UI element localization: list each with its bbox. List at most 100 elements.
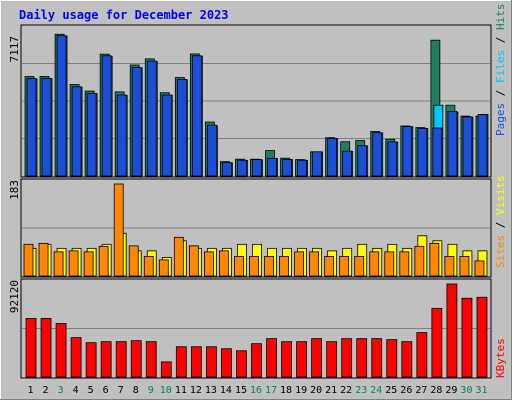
- sites-bar-day-12: [188, 245, 199, 277]
- x-label-day-4: 4: [73, 385, 79, 396]
- legend-pages: Pages: [494, 103, 507, 136]
- kbytes-bar-day-19: [296, 341, 307, 378]
- pages-bar-day-17: [267, 157, 277, 177]
- pages-bar-day-1: [26, 78, 37, 177]
- pages-bar-day-29: [447, 110, 458, 177]
- kbytes-bar-day-10: [160, 361, 172, 378]
- x-label-day-29: 29: [445, 385, 457, 396]
- x-label-day-1: 1: [28, 385, 34, 396]
- x-label-day-10: 10: [160, 385, 172, 396]
- hits-bars: [22, 33, 490, 177]
- pages-bar-day-4: [71, 86, 82, 177]
- pages-bar-day-10: [161, 94, 172, 177]
- pages-bar-day-9: [146, 60, 157, 177]
- kbytes-bar-day-4: [70, 337, 82, 378]
- x-label-day-2: 2: [43, 385, 49, 396]
- pages-bar-day-28: [432, 127, 443, 177]
- kbytes-bar-day-23: [356, 338, 368, 378]
- kbytes-ymax-label: 92120: [8, 280, 21, 313]
- sites-bar-day-8: [128, 245, 139, 277]
- x-label-day-12: 12: [190, 385, 202, 396]
- x-label-day-17: 17: [265, 385, 277, 396]
- sites-bar-day-20: [309, 251, 320, 277]
- kbytes-bar-day-16: [251, 343, 262, 378]
- x-label-day-22: 22: [340, 385, 352, 396]
- kbytes-bar-day-20: [311, 338, 323, 378]
- sites-bar-day-6: [98, 245, 109, 277]
- x-label-day-6: 6: [103, 385, 109, 396]
- pages-bar-day-3: [56, 35, 67, 177]
- x-label-day-27: 27: [415, 385, 427, 396]
- sites-bar-day-27: [414, 245, 425, 277]
- sites-bar-day-9: [143, 255, 154, 277]
- chart-title: Daily usage for December 2023: [19, 8, 229, 22]
- hits-legend: Pages / Files / Hits: [494, 4, 507, 137]
- x-label-day-30: 30: [460, 385, 472, 396]
- kbytes-bar-day-25: [386, 339, 398, 378]
- sites-bar-day-13: [203, 251, 214, 277]
- kbytes-bars: [22, 283, 490, 378]
- pages-bar-day-8: [131, 67, 142, 177]
- sites-bar-day-14: [219, 250, 229, 277]
- x-axis-labels: 1 2 3 4 5 6 7 8 9 10 11 12 13 14 15 16 17 18 19 20 21 22 23 24 2…: [28, 385, 488, 396]
- kbytes-bar-day-8: [130, 340, 142, 378]
- kbytes-bar-day-30: [461, 297, 473, 378]
- sites-bar-day-26: [399, 251, 410, 277]
- sites-bar-day-23: [354, 255, 365, 277]
- pages-bar-day-12: [191, 55, 202, 177]
- hits-legend-text: Pages / Files / Hits: [494, 4, 507, 137]
- sites-bar-day-1: [23, 243, 34, 277]
- pages-bar-day-6: [101, 55, 112, 177]
- x-label-day-16: 16: [250, 385, 262, 396]
- visits-legend: Sites / Visits: [494, 175, 507, 268]
- x-label-day-25: 25: [385, 385, 397, 396]
- legend-kbytes: KBytes: [494, 338, 507, 378]
- x-label-day-26: 26: [400, 385, 412, 396]
- pages-bar-day-18: [282, 158, 292, 177]
- x-label-day-20: 20: [310, 385, 322, 396]
- pages-bar-day-21: [327, 138, 338, 177]
- pages-bar-day-24: [372, 132, 383, 177]
- sites-bar-day-7: [113, 183, 124, 277]
- kbytes-bar-day-28: [431, 307, 443, 378]
- sites-bar-day-28: [429, 242, 440, 277]
- kbytes-bar-day-1: [25, 318, 37, 378]
- kbytes-bar-day-22: [341, 338, 353, 378]
- pages-bar-day-5: [86, 92, 97, 177]
- pages-bar-day-30: [462, 116, 473, 177]
- x-label-day-7: 7: [118, 385, 124, 396]
- pages-bar-day-11: [176, 78, 187, 177]
- x-label-day-13: 13: [205, 385, 217, 396]
- legend-sites: Sites: [494, 235, 507, 268]
- kbytes-legend-text: KBytes: [494, 338, 507, 378]
- x-label-day-23: 23: [355, 385, 367, 396]
- pages-bar-day-25: [387, 141, 398, 177]
- pages-bar-day-19: [297, 159, 307, 177]
- x-label-day-3: 3: [58, 385, 64, 396]
- sites-bar-day-24: [369, 251, 380, 277]
- sites-bar-day-4: [68, 250, 79, 277]
- pages-bar-day-16: [252, 159, 262, 177]
- sites-bar-day-16: [249, 255, 259, 277]
- sites-bar-day-30: [459, 255, 470, 277]
- legend-hits: Hits: [494, 4, 507, 31]
- hits-ymax-label: 7117: [8, 36, 21, 63]
- x-label-day-15: 15: [235, 385, 247, 396]
- pages-bar-day-14: [222, 162, 232, 177]
- legend-separator: /: [494, 30, 507, 50]
- kbytes-bar-day-14: [221, 348, 232, 378]
- pages-bar-day-2: [41, 77, 52, 177]
- kbytes-bar-day-9: [145, 341, 157, 378]
- x-label-day-14: 14: [220, 385, 232, 396]
- kbytes-bar-day-7: [115, 341, 127, 378]
- pages-bar-day-20: [312, 151, 323, 177]
- sites-bar-day-5: [83, 251, 94, 277]
- pages-bar-day-27: [417, 128, 428, 177]
- sites-bar-day-31: [474, 260, 485, 277]
- kbytes-bar-day-15: [236, 350, 247, 378]
- pages-bar-day-26: [402, 126, 413, 177]
- visits-legend-text: Sites / Visits: [494, 175, 507, 268]
- x-label-day-24: 24: [370, 385, 382, 396]
- x-label-day-8: 8: [133, 385, 139, 396]
- kbytes-bar-day-6: [100, 341, 112, 378]
